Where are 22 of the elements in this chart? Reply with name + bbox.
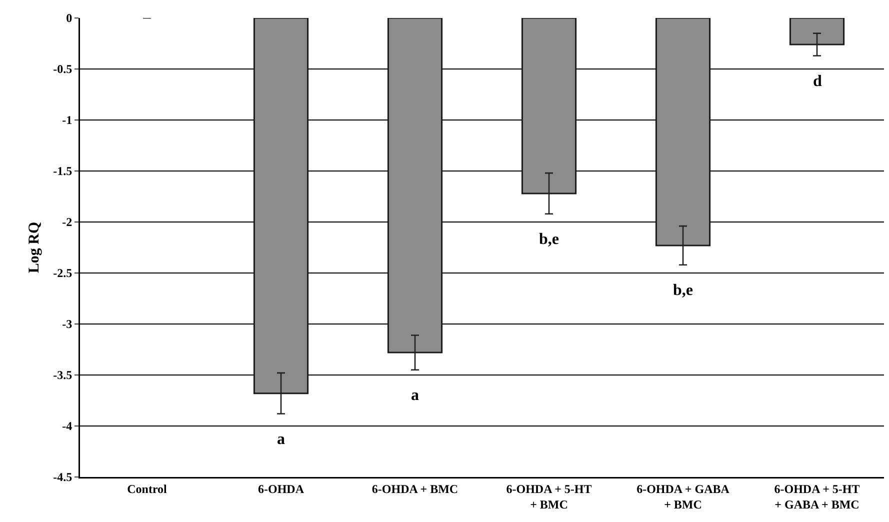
y-tick-label: -3.5 [53, 368, 72, 382]
y-tick-label: -0.5 [53, 62, 72, 76]
annotation: d [813, 73, 822, 90]
annotation: b,e [539, 231, 559, 248]
x-tick-label: 6-OHDA + BMC [372, 482, 458, 496]
x-tick-label: 6-OHDA + 5-HT + BMC [506, 482, 592, 512]
x-tick-label: 6-OHDA + 5-HT + GABA + BMC [774, 482, 860, 512]
y-axis-title: Log RQ [26, 222, 43, 274]
y-tick-label: -4 [62, 419, 72, 434]
annotation: b,e [673, 282, 693, 299]
x-tick-label: 6-OHDA + GABA + BMC [636, 482, 730, 512]
x-tick-label: Control [127, 482, 168, 496]
annotation: a [277, 431, 285, 448]
y-tick-label: -2 [62, 215, 72, 230]
y-tick-label: -3 [62, 317, 72, 332]
y-tick-label: 0 [66, 11, 72, 26]
annotation: a [411, 387, 419, 404]
y-tick-label: -1 [62, 113, 72, 128]
y-tick-label: -4.5 [53, 470, 72, 484]
x-tick-label: 6-OHDA [258, 482, 304, 496]
y-tick-label: -1.5 [53, 164, 72, 178]
y-tick-label: -2.5 [53, 266, 72, 280]
